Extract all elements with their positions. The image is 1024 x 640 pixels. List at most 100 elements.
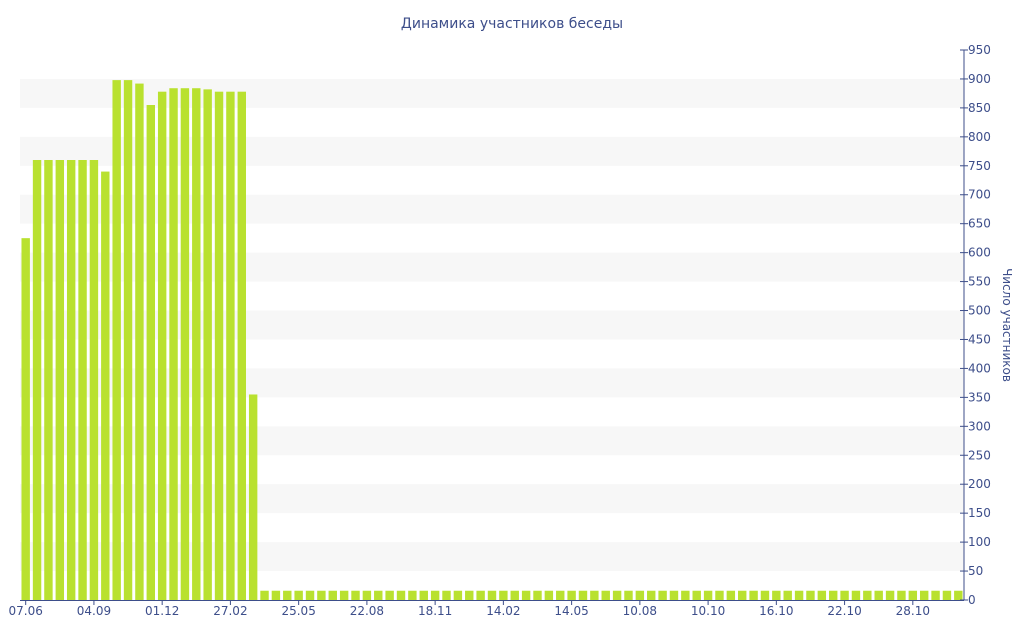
bar xyxy=(635,590,645,600)
bar xyxy=(863,590,872,600)
y-tick-label: 800 xyxy=(968,130,991,144)
y-tick-label: 500 xyxy=(968,304,991,318)
bar xyxy=(328,590,337,600)
bar xyxy=(828,590,838,600)
bar xyxy=(283,590,292,600)
bar xyxy=(385,590,394,600)
bar xyxy=(66,160,76,600)
bar xyxy=(476,590,485,600)
bar xyxy=(703,590,713,600)
bar xyxy=(32,160,42,600)
bar xyxy=(305,590,315,600)
x-tick-label: 10.08 xyxy=(623,604,657,618)
bar xyxy=(44,160,53,600)
bar xyxy=(897,590,906,600)
bar xyxy=(919,590,929,600)
bar xyxy=(954,590,963,600)
x-tick-label: 10.10 xyxy=(691,604,725,618)
y-tick-label: 200 xyxy=(968,477,991,491)
bar xyxy=(669,590,679,600)
bar xyxy=(590,590,599,600)
bar xyxy=(21,238,30,600)
bar xyxy=(624,590,633,600)
bar xyxy=(521,590,531,600)
y-axis: 0 50 100 150 200 250 300 350 400 450 500 550 600 650 7… xyxy=(960,43,991,607)
bar xyxy=(203,89,212,601)
bars xyxy=(21,80,963,601)
bar xyxy=(499,590,508,600)
x-tick-label: 01.12 xyxy=(145,604,179,618)
x-tick-label: 22.08 xyxy=(350,604,384,618)
y-tick-label: 700 xyxy=(968,188,991,202)
y-tick-label: 900 xyxy=(968,72,991,86)
y-tick-label: 100 xyxy=(968,535,991,549)
bar xyxy=(487,590,497,600)
bar xyxy=(726,590,736,600)
bar xyxy=(533,590,542,600)
bar xyxy=(339,590,349,600)
y-tick-label: 50 xyxy=(968,564,983,578)
bar xyxy=(146,105,156,600)
bar xyxy=(760,590,770,600)
bar xyxy=(465,590,474,600)
x-tick-label: 14.02 xyxy=(486,604,520,618)
bar xyxy=(817,590,827,600)
x-tick-label: 18.11 xyxy=(418,604,452,618)
bar xyxy=(578,590,588,600)
bar xyxy=(237,91,246,601)
bar xyxy=(544,590,554,600)
bar xyxy=(123,80,133,600)
x-tick-label: 27.02 xyxy=(213,604,247,618)
bar xyxy=(362,590,372,600)
bar xyxy=(601,590,610,600)
bar xyxy=(681,590,690,600)
bar xyxy=(101,171,110,600)
bar xyxy=(135,83,144,600)
bar xyxy=(874,590,883,600)
bar xyxy=(214,91,224,601)
bar xyxy=(772,590,781,600)
bar xyxy=(419,590,428,600)
bar xyxy=(226,91,235,601)
x-tick-label: 07.06 xyxy=(9,604,43,618)
y-tick-label: 350 xyxy=(968,390,991,404)
bar xyxy=(442,590,451,600)
bar xyxy=(738,590,747,600)
bar xyxy=(510,590,519,600)
bar xyxy=(55,160,65,600)
bar xyxy=(396,590,406,600)
bar xyxy=(453,590,463,600)
x-tick-label: 16.10 xyxy=(759,604,793,618)
bar xyxy=(567,590,576,600)
bar xyxy=(317,590,326,600)
bar xyxy=(908,590,918,600)
bar xyxy=(806,590,815,600)
y-tick-label: 650 xyxy=(968,217,991,231)
bar xyxy=(294,590,303,600)
y-tick-label: 250 xyxy=(968,448,991,462)
bar xyxy=(351,590,360,600)
bar xyxy=(851,590,861,600)
bar xyxy=(783,590,792,600)
y-tick-label: 600 xyxy=(968,246,991,260)
y-tick-label: 750 xyxy=(968,159,991,173)
x-tick-label: 22.10 xyxy=(827,604,861,618)
bar xyxy=(78,160,87,600)
y-tick-label: 0 xyxy=(968,593,976,607)
bar xyxy=(408,590,417,600)
bar xyxy=(374,590,383,600)
x-tick-label: 04.09 xyxy=(77,604,111,618)
bar xyxy=(430,590,440,600)
bar xyxy=(248,394,258,600)
bar xyxy=(715,590,724,600)
bar xyxy=(112,80,121,600)
bar xyxy=(271,590,281,600)
y-tick-label: 550 xyxy=(968,275,991,289)
bar xyxy=(612,590,622,600)
y-tick-label: 450 xyxy=(968,332,991,346)
y-tick-label: 300 xyxy=(968,419,991,433)
bar xyxy=(794,590,804,600)
bar xyxy=(885,590,895,600)
bar xyxy=(692,590,701,600)
